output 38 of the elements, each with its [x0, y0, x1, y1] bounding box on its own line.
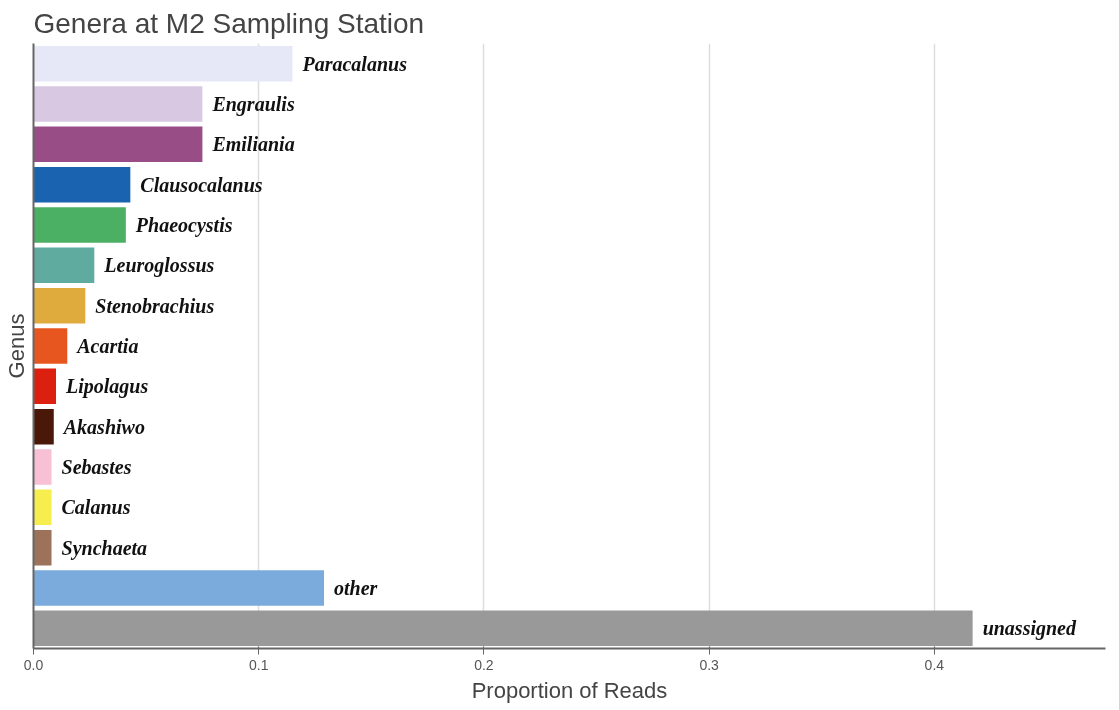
bar [33, 529, 52, 566]
y-tick-label: Acartia [75, 335, 139, 357]
y-tick-label: Stenobrachius [95, 294, 215, 317]
y-tick-label: Lipolagus [65, 375, 149, 399]
bar [33, 570, 325, 606]
y-axis-title: Genus [3, 313, 29, 379]
bar [33, 328, 68, 364]
y-tick-label: Synchaeta [61, 536, 148, 560]
bar [33, 408, 54, 445]
bar [33, 287, 86, 324]
bar [33, 126, 203, 163]
bar [33, 368, 57, 405]
y-tick-label: Sebastes [61, 456, 132, 478]
bar [33, 86, 203, 122]
bar [33, 166, 131, 203]
x-tick-label: 0.1 [248, 656, 269, 673]
bar [33, 45, 293, 82]
y-tick-label: Leuroglossus [103, 254, 215, 278]
y-tick-label: Engraulis [211, 93, 295, 116]
bar [33, 489, 52, 526]
x-tick-label: 0.4 [924, 656, 945, 673]
x-axis-title: Proportion of Reads [471, 677, 668, 703]
bar [33, 610, 973, 647]
y-tick-label: unassigned [982, 617, 1077, 641]
bar [33, 449, 52, 485]
x-tick-label: 0.2 [474, 656, 494, 673]
chart-title: Genera at M2 Sampling Station [33, 7, 425, 39]
y-tick-label: Calanus [61, 496, 131, 519]
bar [33, 247, 95, 284]
y-tick-label: Phaeocystis [134, 214, 233, 237]
y-tick-label: Clausocalanus [140, 173, 263, 196]
y-tick-label: other [334, 577, 378, 599]
y-tick-label: Akashiwo [61, 415, 145, 438]
y-tick-label: Emiliania [211, 133, 295, 156]
y-tick-label: Paracalanus [301, 52, 408, 75]
x-tick-label: 0.0 [23, 656, 44, 673]
bar [33, 207, 126, 243]
x-tick-label: 0.3 [699, 656, 720, 673]
